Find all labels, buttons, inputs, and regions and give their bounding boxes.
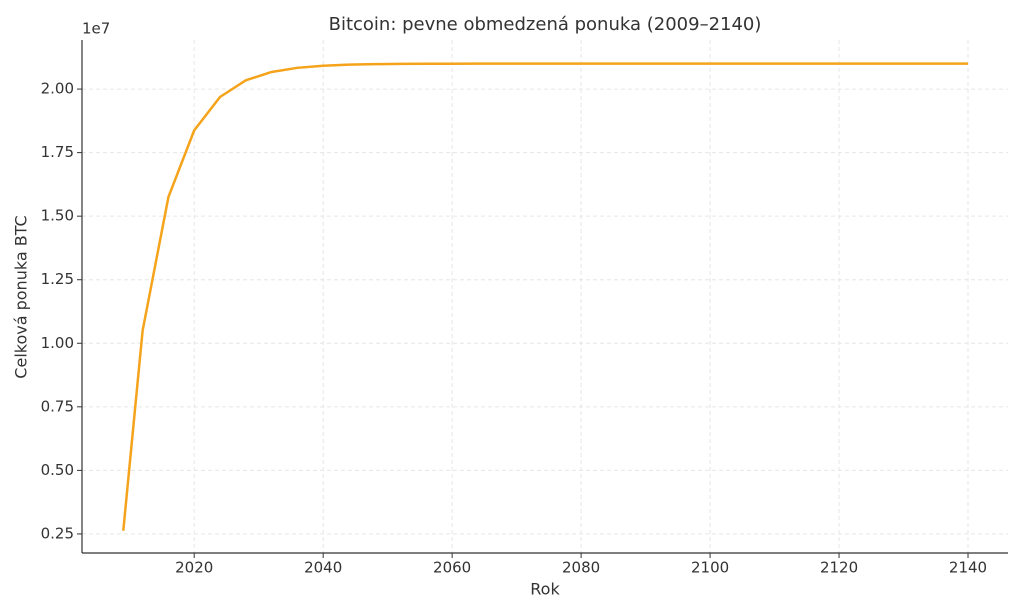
x-tick-label: 2020: [175, 559, 213, 577]
y-offset-label: 1e7: [82, 20, 110, 38]
x-tick-label: 2120: [820, 559, 858, 577]
plot: [122, 62, 969, 531]
y-tick-label: 0.75: [41, 397, 74, 415]
y-tick-label: 1.50: [41, 207, 74, 225]
y-tick-label: 1.25: [41, 270, 74, 288]
y-tick-label: 2.00: [41, 80, 74, 98]
x-tick-label: 2060: [433, 559, 471, 577]
x-tick-label: 2140: [949, 559, 987, 577]
grid: [82, 40, 1008, 553]
y-tick-label: 1.00: [41, 334, 74, 352]
y-axis-label: Celková ponuka BTC: [12, 215, 31, 378]
x-tick-label: 2040: [304, 559, 342, 577]
chart-title: Bitcoin: pevne obmedzená ponuka (2009–21…: [329, 14, 762, 35]
x-tick-label: 2080: [562, 559, 600, 577]
x-tick-label: 2100: [691, 559, 729, 577]
y-tick-label: 0.25: [41, 524, 74, 542]
y-tick-label: 1.75: [41, 143, 74, 161]
data-line: [122, 62, 969, 531]
y-tick-label: 0.50: [41, 461, 74, 479]
x-axis-label: Rok: [530, 580, 560, 599]
